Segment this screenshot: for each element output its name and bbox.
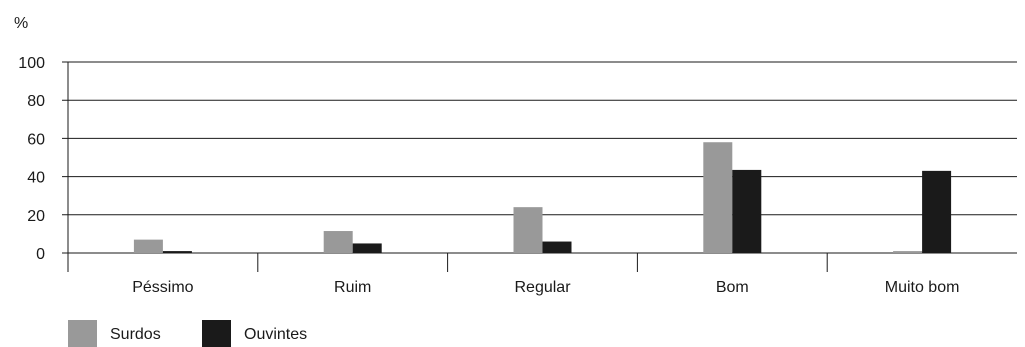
bar-ouvintes-4	[922, 170, 952, 253]
axes	[67, 62, 828, 272]
bar-ouvintes-3	[732, 169, 762, 253]
legend-swatch-ouvintes	[202, 320, 231, 347]
bars	[133, 142, 952, 253]
category-label-4: Muito bom	[885, 279, 960, 296]
y-tick-label-20: 20	[27, 208, 45, 225]
category-label-2: Regular	[514, 279, 571, 296]
legend-label-ouvintes: Ouvintes	[244, 326, 307, 343]
y-tick-label-0: 0	[36, 246, 45, 263]
bar-surdos-0	[133, 239, 163, 253]
bar-surdos-1	[323, 231, 353, 253]
y-tick-label-60: 60	[27, 131, 45, 148]
category-labels: Péssimo Ruim Regular Bom Muito bom	[132, 279, 959, 296]
category-label-3: Bom	[716, 279, 749, 296]
y-tick-label-80: 80	[27, 93, 45, 110]
legend-swatch-surdos	[68, 320, 97, 347]
bar-ouvintes-1	[352, 243, 382, 253]
gridlines	[62, 61, 1017, 254]
category-label-0: Péssimo	[132, 279, 193, 296]
bar-ouvintes-0	[162, 251, 192, 253]
bar-surdos-4	[893, 251, 923, 253]
bar-ouvintes-2	[542, 241, 572, 253]
y-tick-label-40: 40	[27, 170, 45, 187]
legend: Surdos Ouvintes	[68, 320, 307, 347]
y-tick-labels: 0 20 40 60 80 100	[18, 55, 45, 263]
y-tick-label-100: 100	[18, 55, 45, 72]
bar-surdos-2	[513, 207, 543, 253]
y-axis-unit-label: %	[14, 15, 28, 32]
category-label-1: Ruim	[334, 279, 371, 296]
bar-surdos-3	[703, 142, 733, 253]
legend-label-surdos: Surdos	[110, 326, 161, 343]
